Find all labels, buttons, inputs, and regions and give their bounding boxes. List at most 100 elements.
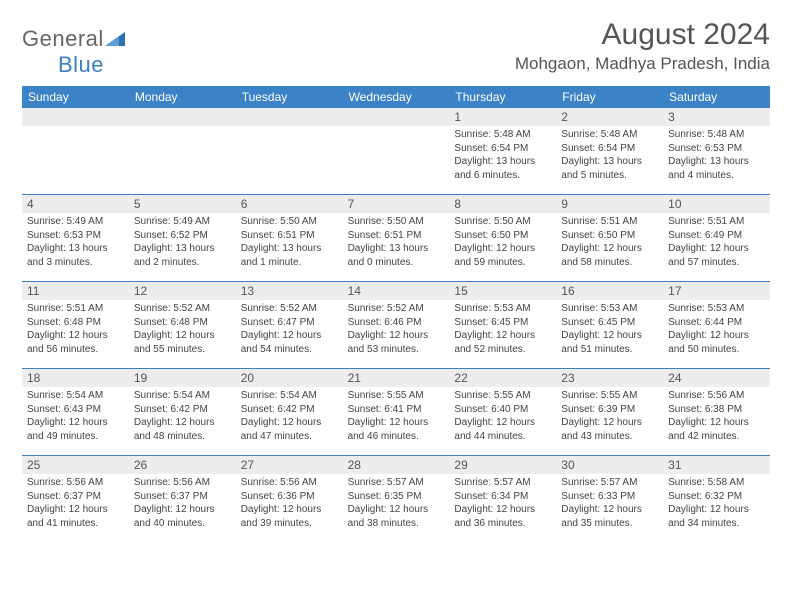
week-row: 18Sunrise: 5:54 AMSunset: 6:43 PMDayligh… <box>22 369 770 456</box>
sunrise-text: Sunrise: 5:48 AM <box>668 128 765 142</box>
day-body: Sunrise: 5:55 AMSunset: 6:41 PMDaylight:… <box>343 387 450 447</box>
sunset-text: Sunset: 6:49 PM <box>668 229 765 243</box>
sunrise-text: Sunrise: 5:53 AM <box>561 302 658 316</box>
sunrise-text: Sunrise: 5:58 AM <box>668 476 765 490</box>
logo-word2: Blue <box>58 52 104 77</box>
day-cell: 1Sunrise: 5:48 AMSunset: 6:54 PMDaylight… <box>449 108 556 194</box>
day-body: Sunrise: 5:54 AMSunset: 6:42 PMDaylight:… <box>236 387 343 447</box>
daylight-text: Daylight: 12 hours and 59 minutes. <box>454 242 551 269</box>
day-number: 6 <box>236 195 343 213</box>
day-body: Sunrise: 5:50 AMSunset: 6:50 PMDaylight:… <box>449 213 556 273</box>
daylight-text: Daylight: 13 hours and 0 minutes. <box>348 242 445 269</box>
sunrise-text: Sunrise: 5:53 AM <box>454 302 551 316</box>
daylight-text: Daylight: 12 hours and 44 minutes. <box>454 416 551 443</box>
day-body: Sunrise: 5:57 AMSunset: 6:34 PMDaylight:… <box>449 474 556 534</box>
daylight-text: Daylight: 12 hours and 34 minutes. <box>668 503 765 530</box>
day-body: Sunrise: 5:53 AMSunset: 6:44 PMDaylight:… <box>663 300 770 360</box>
day-cell: 12Sunrise: 5:52 AMSunset: 6:48 PMDayligh… <box>129 282 236 368</box>
day-body: Sunrise: 5:56 AMSunset: 6:37 PMDaylight:… <box>22 474 129 534</box>
sunset-text: Sunset: 6:41 PM <box>348 403 445 417</box>
day-cell: 30Sunrise: 5:57 AMSunset: 6:33 PMDayligh… <box>556 456 663 542</box>
logo: General Blue <box>22 18 125 78</box>
day-number: 11 <box>22 282 129 300</box>
day-cell: 25Sunrise: 5:56 AMSunset: 6:37 PMDayligh… <box>22 456 129 542</box>
sunrise-text: Sunrise: 5:54 AM <box>241 389 338 403</box>
header-row: General Blue August 2024 Mohgaon, Madhya… <box>22 18 770 78</box>
daylight-text: Daylight: 12 hours and 38 minutes. <box>348 503 445 530</box>
day-number: 30 <box>556 456 663 474</box>
day-number: 13 <box>236 282 343 300</box>
sunset-text: Sunset: 6:53 PM <box>27 229 124 243</box>
day-cell: 28Sunrise: 5:57 AMSunset: 6:35 PMDayligh… <box>343 456 450 542</box>
day-body: Sunrise: 5:48 AMSunset: 6:53 PMDaylight:… <box>663 126 770 186</box>
day-number: 25 <box>22 456 129 474</box>
sunrise-text: Sunrise: 5:56 AM <box>241 476 338 490</box>
sunrise-text: Sunrise: 5:55 AM <box>348 389 445 403</box>
sunset-text: Sunset: 6:38 PM <box>668 403 765 417</box>
day-cell: 23Sunrise: 5:55 AMSunset: 6:39 PMDayligh… <box>556 369 663 455</box>
sunset-text: Sunset: 6:54 PM <box>454 142 551 156</box>
sunrise-text: Sunrise: 5:56 AM <box>668 389 765 403</box>
sunrise-text: Sunrise: 5:52 AM <box>241 302 338 316</box>
sunset-text: Sunset: 6:50 PM <box>561 229 658 243</box>
sunrise-text: Sunrise: 5:49 AM <box>134 215 231 229</box>
week-row: 1Sunrise: 5:48 AMSunset: 6:54 PMDaylight… <box>22 108 770 195</box>
sunrise-text: Sunrise: 5:49 AM <box>27 215 124 229</box>
sunrise-text: Sunrise: 5:56 AM <box>27 476 124 490</box>
day-body: Sunrise: 5:52 AMSunset: 6:48 PMDaylight:… <box>129 300 236 360</box>
daylight-text: Daylight: 13 hours and 2 minutes. <box>134 242 231 269</box>
sunrise-text: Sunrise: 5:48 AM <box>561 128 658 142</box>
sunrise-text: Sunrise: 5:55 AM <box>454 389 551 403</box>
daylight-text: Daylight: 12 hours and 39 minutes. <box>241 503 338 530</box>
sunset-text: Sunset: 6:42 PM <box>241 403 338 417</box>
day-body: Sunrise: 5:56 AMSunset: 6:38 PMDaylight:… <box>663 387 770 447</box>
daylight-text: Daylight: 12 hours and 35 minutes. <box>561 503 658 530</box>
logo-text: General Blue <box>22 26 125 78</box>
sunset-text: Sunset: 6:51 PM <box>241 229 338 243</box>
sunrise-text: Sunrise: 5:50 AM <box>454 215 551 229</box>
day-body: Sunrise: 5:55 AMSunset: 6:40 PMDaylight:… <box>449 387 556 447</box>
sunset-text: Sunset: 6:48 PM <box>134 316 231 330</box>
day-cell: 8Sunrise: 5:50 AMSunset: 6:50 PMDaylight… <box>449 195 556 281</box>
sunset-text: Sunset: 6:47 PM <box>241 316 338 330</box>
day-number: 22 <box>449 369 556 387</box>
daylight-text: Daylight: 12 hours and 55 minutes. <box>134 329 231 356</box>
daylight-text: Daylight: 12 hours and 56 minutes. <box>27 329 124 356</box>
day-cell: 22Sunrise: 5:55 AMSunset: 6:40 PMDayligh… <box>449 369 556 455</box>
sunrise-text: Sunrise: 5:56 AM <box>134 476 231 490</box>
day-number: 26 <box>129 456 236 474</box>
sunset-text: Sunset: 6:35 PM <box>348 490 445 504</box>
day-number <box>236 108 343 126</box>
week-row: 11Sunrise: 5:51 AMSunset: 6:48 PMDayligh… <box>22 282 770 369</box>
day-body: Sunrise: 5:57 AMSunset: 6:35 PMDaylight:… <box>343 474 450 534</box>
day-cell: 4Sunrise: 5:49 AMSunset: 6:53 PMDaylight… <box>22 195 129 281</box>
day-number: 24 <box>663 369 770 387</box>
day-body: Sunrise: 5:56 AMSunset: 6:36 PMDaylight:… <box>236 474 343 534</box>
sunrise-text: Sunrise: 5:52 AM <box>134 302 231 316</box>
day-body: Sunrise: 5:52 AMSunset: 6:46 PMDaylight:… <box>343 300 450 360</box>
sunrise-text: Sunrise: 5:55 AM <box>561 389 658 403</box>
daylight-text: Daylight: 12 hours and 36 minutes. <box>454 503 551 530</box>
daylight-text: Daylight: 12 hours and 53 minutes. <box>348 329 445 356</box>
day-cell: 6Sunrise: 5:50 AMSunset: 6:51 PMDaylight… <box>236 195 343 281</box>
sunset-text: Sunset: 6:42 PM <box>134 403 231 417</box>
weeks-container: 1Sunrise: 5:48 AMSunset: 6:54 PMDaylight… <box>22 108 770 542</box>
daylight-text: Daylight: 13 hours and 6 minutes. <box>454 155 551 182</box>
day-header: Saturday <box>663 86 770 108</box>
day-number: 21 <box>343 369 450 387</box>
sunset-text: Sunset: 6:50 PM <box>454 229 551 243</box>
day-cell: 29Sunrise: 5:57 AMSunset: 6:34 PMDayligh… <box>449 456 556 542</box>
day-body: Sunrise: 5:58 AMSunset: 6:32 PMDaylight:… <box>663 474 770 534</box>
sunrise-text: Sunrise: 5:51 AM <box>561 215 658 229</box>
day-body: Sunrise: 5:54 AMSunset: 6:43 PMDaylight:… <box>22 387 129 447</box>
day-header: Sunday <box>22 86 129 108</box>
daylight-text: Daylight: 13 hours and 4 minutes. <box>668 155 765 182</box>
day-cell: 13Sunrise: 5:52 AMSunset: 6:47 PMDayligh… <box>236 282 343 368</box>
sunset-text: Sunset: 6:37 PM <box>27 490 124 504</box>
day-body: Sunrise: 5:50 AMSunset: 6:51 PMDaylight:… <box>343 213 450 273</box>
day-body: Sunrise: 5:49 AMSunset: 6:53 PMDaylight:… <box>22 213 129 273</box>
day-number: 19 <box>129 369 236 387</box>
day-number: 31 <box>663 456 770 474</box>
daylight-text: Daylight: 12 hours and 58 minutes. <box>561 242 658 269</box>
day-body: Sunrise: 5:48 AMSunset: 6:54 PMDaylight:… <box>556 126 663 186</box>
